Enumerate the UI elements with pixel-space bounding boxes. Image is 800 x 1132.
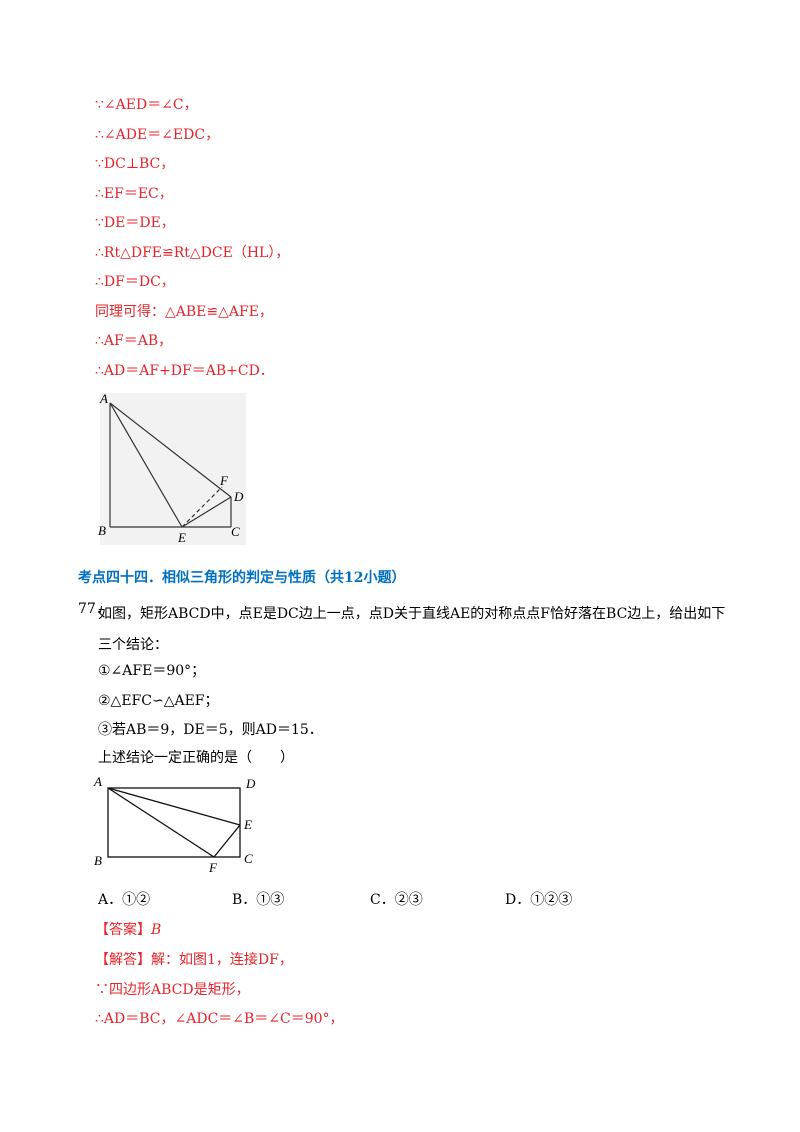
solution-line: ∴AD＝BC，∠ADC＝∠B＝∠C＝90°， [95, 1011, 344, 1027]
statement: ①∠AFE＝90°； [98, 663, 206, 679]
point-label: D [234, 489, 244, 504]
statement: ②△EFC∽△AEF； [98, 693, 219, 709]
question-stem: 如图，矩形ABCD中，点E是DC边上一点，点D关于直线AE的对称点点F恰好落在B… [98, 606, 726, 653]
answer: 【答案】B [95, 920, 161, 940]
solution-line: 【解答】解：如图1，连接DF， [95, 952, 293, 968]
solution-line: ∵∠AED＝∠C， [95, 97, 198, 113]
statement: ③若AB＝9，DE＝5，则AD＝15． [98, 722, 323, 738]
figure-1: A F D B E C [98, 391, 246, 545]
point-label: C [231, 524, 240, 539]
solution-line: ∵DE＝DE， [95, 215, 175, 231]
solution-line: ∵DC⊥BC， [95, 156, 175, 172]
solution-line: ∴∠ADE＝∠EDC， [95, 126, 220, 143]
option: C．②③ [370, 892, 423, 908]
option: B．①③ [232, 892, 285, 908]
section-title: 考点四十四．相似三角形的判定与性质（共12小题） [78, 570, 406, 586]
solution-line: ∴EF＝EC， [95, 185, 173, 202]
point-label: C [244, 851, 253, 866]
option: D．①②③ [505, 892, 573, 908]
point-label: E [244, 817, 252, 832]
point-label: B [94, 853, 102, 868]
question-number: 77． [78, 601, 110, 617]
solution-line: ∴Rt△DFE≌Rt△DCE（HL）， [95, 244, 290, 261]
point-label: B [98, 523, 106, 538]
solution-line: ∵四边形ABCD是矩形， [95, 981, 250, 998]
point-label: D [246, 776, 256, 791]
point-label: A [100, 391, 108, 406]
point-label: F [209, 860, 217, 875]
solution-line: ∴AD＝AF+DF＝AB+CD． [95, 362, 274, 379]
point-label: F [220, 473, 228, 488]
solution-line: 同理可得：△ABE≌△AFE， [95, 303, 273, 320]
answer-label: 【答案】 [95, 922, 151, 938]
figure-2-lines [107, 787, 241, 858]
solution-line: ∴DF＝DC， [95, 274, 175, 290]
point-label: E [178, 530, 186, 545]
answer-value: B [151, 922, 162, 938]
point-label: A [94, 774, 102, 789]
solution-line: ∴AF＝AB， [95, 333, 173, 349]
question-prompt: 上述结论一定正确的是（ ） [98, 750, 294, 766]
figure-2: A D E B F C [90, 772, 265, 877]
option: A．①② [98, 892, 151, 908]
figure-1-lines [109, 402, 232, 528]
